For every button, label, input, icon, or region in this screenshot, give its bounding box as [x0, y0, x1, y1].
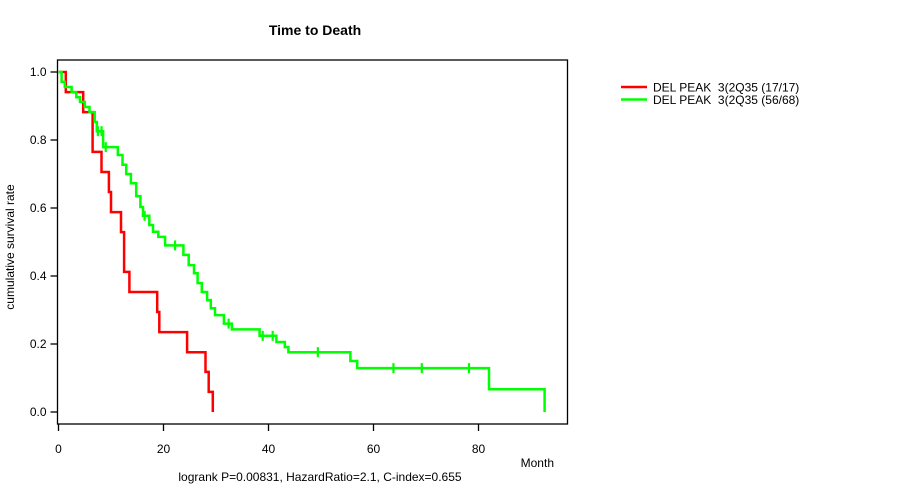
y-axis-title: cumulative survival rate: [3, 184, 17, 310]
stats-annotation: logrank P=0.00831, HazardRatio=2.1, C-in…: [178, 470, 462, 484]
x-tick-label: 20: [157, 442, 171, 456]
legend-label-2: DEL PEAK 3(2Q35 (56/68): [653, 93, 799, 107]
x-tick-label: 80: [472, 442, 486, 456]
survival-curve-2: [58, 70, 546, 412]
survival-curve-1: [58, 70, 215, 412]
x-tick-label: 0: [55, 442, 62, 456]
y-tick-label: 1.0: [30, 65, 47, 79]
legend: DEL PEAK 3(2Q35 (17/17)DEL PEAK 3(2Q35 (…: [621, 80, 799, 107]
y-tick-label: 0.8: [30, 133, 47, 147]
y-tick-label: 0.4: [30, 269, 47, 283]
axes-layer: 0.0 0.2 0.4 0.6 0.8 1.0 0 20 40 60 80: [30, 59, 569, 456]
x-tick-label: 40: [262, 442, 276, 456]
y-tick-label: 0.6: [30, 201, 47, 215]
curves-layer: [58, 70, 546, 412]
x-axis-title: Month: [521, 456, 554, 470]
x-tick-label: 60: [367, 442, 381, 456]
y-tick-label: 0.2: [30, 337, 47, 351]
chart-title: Time to Death: [269, 22, 361, 38]
y-tick-label: 0.0: [30, 405, 47, 419]
plot-box: [56, 59, 569, 425]
legend-label-1: DEL PEAK 3(2Q35 (17/17): [653, 80, 799, 94]
